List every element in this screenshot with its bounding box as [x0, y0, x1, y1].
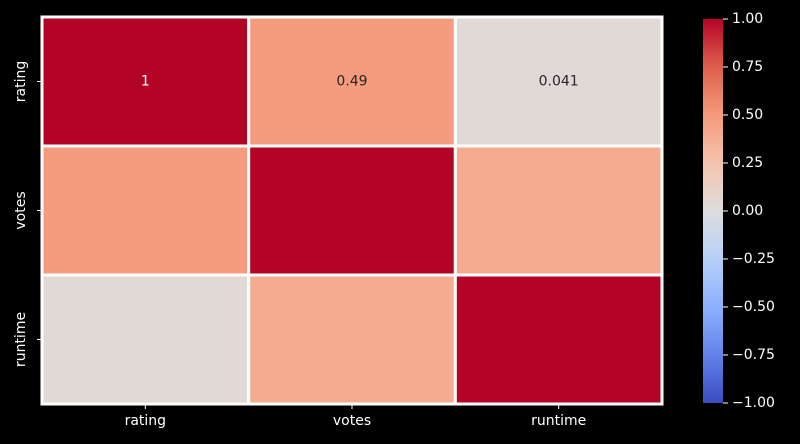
colorbar-tick-label: 1.00	[732, 11, 763, 27]
colorbar-tick-label: −0.25	[732, 251, 775, 267]
cell-annotation-rating-rating: 1	[141, 74, 150, 90]
cell-annotation-rating-votes: 0.49	[336, 74, 367, 90]
x-tick-label-rating: rating	[125, 413, 166, 429]
heatmap-cell-votes-votes	[247, 144, 457, 277]
y-tick-label-runtime: runtime	[13, 312, 29, 367]
heatmap-cell-runtime-runtime	[453, 273, 664, 406]
cell-annotation-rating-runtime: 0.041	[539, 74, 579, 90]
colorbar-gradient	[703, 19, 723, 403]
y-tick-label-rating: rating	[13, 61, 29, 102]
heatmap-cell-votes-rating	[40, 144, 251, 277]
x-tick-label-runtime: runtime	[531, 413, 586, 429]
heatmap-cells	[40, 15, 664, 406]
colorbar-tick-label: −1.00	[732, 395, 775, 411]
heatmap-annotations: 1 0.49 0.041	[141, 74, 579, 90]
heatmap-cell-rating-votes	[247, 15, 457, 148]
heatmap-cell-votes-runtime	[453, 144, 664, 277]
heatmap-cell-rating-rating	[40, 15, 251, 148]
y-tick-label-votes: votes	[13, 191, 29, 229]
colorbar-tick-label: −0.75	[732, 347, 775, 363]
colorbar-tick-label: 0.00	[732, 203, 763, 219]
colorbar: 1.00 0.75 0.50 0.25 0.00 −0.25 −0.50 −0.75 −1.00	[703, 11, 775, 411]
heatmap-cell-rating-runtime	[453, 15, 664, 148]
heatmap-cell-runtime-votes	[247, 273, 457, 406]
colorbar-tick-label: 0.75	[732, 59, 763, 75]
colorbar-tick-label: 0.50	[732, 107, 763, 123]
x-axis: rating votes runtime	[125, 404, 586, 429]
colorbar-tick-label: 0.25	[732, 155, 763, 171]
colorbar-tick-label: −0.50	[732, 299, 775, 315]
heatmap-cell-runtime-rating	[40, 273, 251, 406]
y-axis: rating votes runtime	[13, 61, 42, 367]
x-tick-label-votes: votes	[333, 413, 371, 429]
